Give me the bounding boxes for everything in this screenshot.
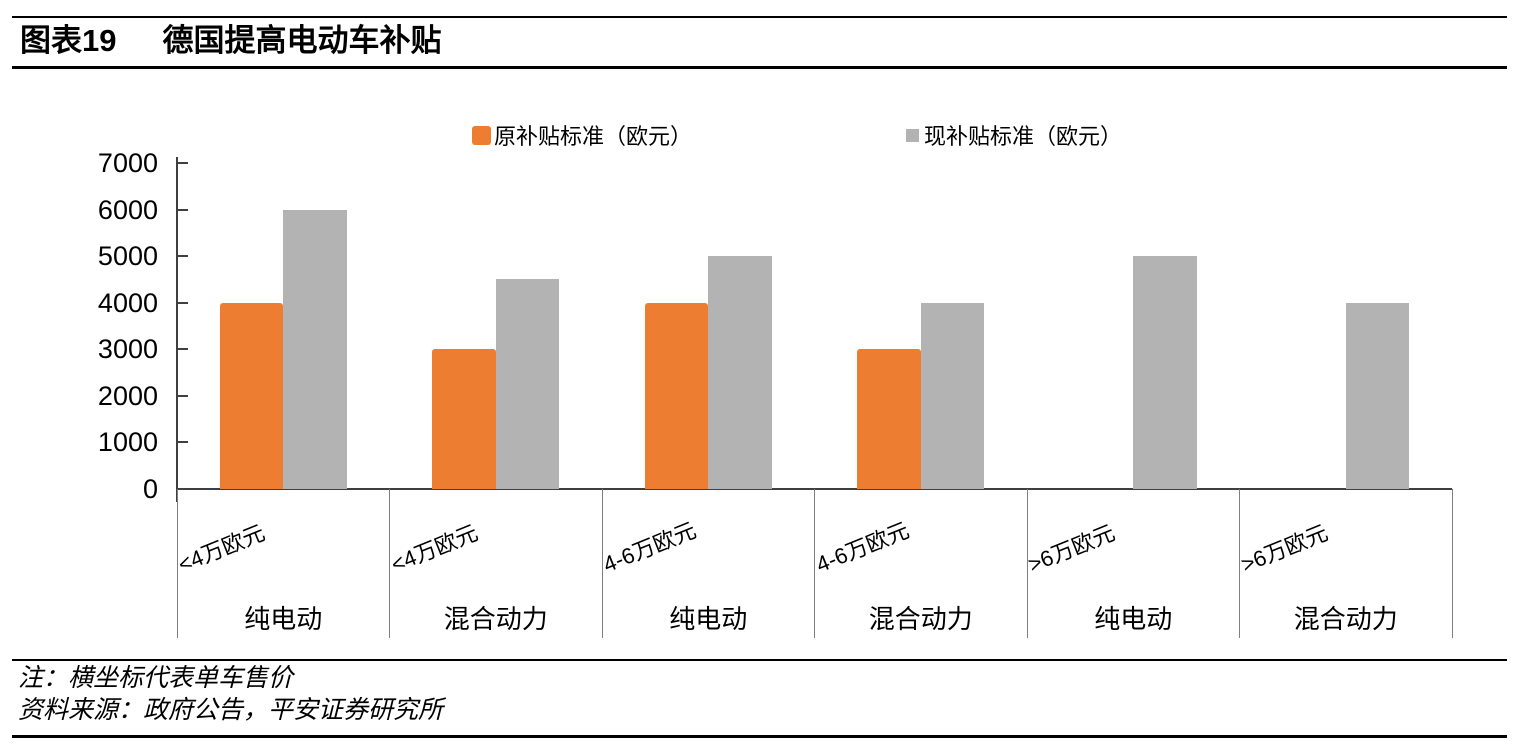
vehicle-type-label: 混合动力	[1293, 604, 1398, 634]
bar-new-subsidy	[1345, 302, 1410, 489]
vehicle-type-label: 纯电动	[244, 604, 323, 634]
legend-label-old: 原补贴标准（欧元）	[494, 124, 693, 149]
footnote: 注：横坐标代表单车售价	[18, 665, 294, 692]
category-separator	[1451, 489, 1453, 638]
source-note: 资料来源：政府公告，平安证券研究所	[18, 697, 444, 724]
price-tier-label: 4-6万欧元	[599, 517, 700, 578]
y-axis-label: 3000	[97, 334, 158, 365]
y-axis-label: 0	[142, 474, 158, 504]
bar-old-subsidy	[644, 302, 709, 489]
category-separator	[1026, 489, 1028, 638]
bar-new-subsidy	[1133, 256, 1197, 489]
y-axis-tick	[178, 441, 188, 444]
bar-old-subsidy	[432, 349, 496, 489]
y-axis-tick	[178, 162, 188, 164]
y-axis-label: 6000	[97, 194, 158, 225]
figure-header: 图表19 德国提高电动车补贴	[20, 22, 441, 60]
price-tier-label: <4万欧元	[174, 519, 269, 578]
legend-item-new-subsidy: 现补贴标准（欧元）	[906, 122, 1123, 149]
y-axis-label: 5000	[97, 241, 158, 272]
price-tier-label: >6万欧元	[1237, 519, 1331, 578]
title-underline-rule	[12, 66, 1507, 69]
figure-number: 图表19	[20, 23, 117, 58]
y-axis-line	[175, 157, 178, 502]
bar-new-subsidy	[920, 302, 985, 489]
legend-swatch-old-icon	[472, 125, 491, 145]
bar-new-subsidy	[708, 256, 772, 489]
legend-item-old-subsidy: 原补贴标准（欧元）	[472, 122, 693, 149]
legend-swatch-new-icon	[906, 128, 919, 142]
y-axis-tick	[178, 301, 188, 304]
category-separator	[176, 489, 178, 638]
bar-old-subsidy	[857, 349, 921, 489]
y-axis-tick	[178, 348, 188, 351]
bar-new-subsidy	[495, 279, 560, 489]
bar-old-subsidy	[219, 302, 284, 489]
bar-new-subsidy	[283, 209, 347, 489]
price-tier-label: <4万欧元	[387, 519, 481, 578]
legend-label-new: 现补贴标准（欧元）	[924, 124, 1123, 149]
category-separator	[814, 489, 815, 638]
y-axis-tick	[178, 255, 188, 258]
category-separator	[1239, 489, 1240, 638]
top-rule	[12, 16, 1507, 18]
price-tier-label: >6万欧元	[1024, 519, 1119, 578]
vehicle-type-label: 混合动力	[868, 604, 973, 634]
vehicle-type-label: 混合动力	[443, 604, 548, 634]
y-axis-tick	[178, 394, 188, 397]
price-tier-label: 4-6万欧元	[812, 517, 913, 578]
y-axis-label: 1000	[97, 427, 158, 458]
vehicle-type-label: 纯电动	[1094, 604, 1173, 634]
bottom-rule	[12, 735, 1507, 738]
footer-top-rule	[12, 659, 1507, 661]
category-separator	[389, 489, 390, 638]
vehicle-type-label: 纯电动	[669, 604, 748, 634]
y-axis-label: 2000	[97, 380, 158, 411]
figure-title: 德国提高电动车补贴	[162, 23, 442, 58]
y-axis-label: 4000	[97, 287, 158, 318]
y-axis-label: 7000	[97, 148, 158, 178]
category-separator	[601, 489, 603, 638]
y-axis-tick	[178, 208, 188, 211]
